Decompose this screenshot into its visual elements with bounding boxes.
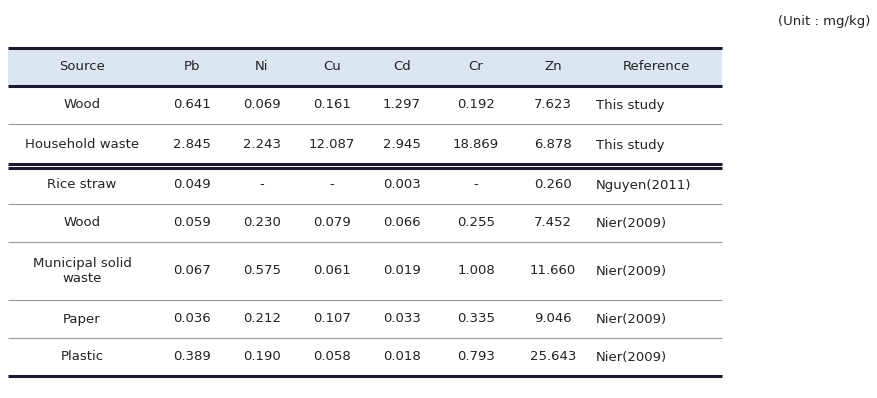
Text: -: - (329, 178, 334, 191)
Text: 18.869: 18.869 (453, 139, 498, 152)
Text: 2.845: 2.845 (173, 139, 210, 152)
Text: 0.260: 0.260 (533, 178, 571, 191)
Text: 0.641: 0.641 (173, 98, 210, 111)
Text: Cu: Cu (323, 60, 340, 74)
Text: 0.058: 0.058 (313, 351, 351, 363)
Text: Nier(2009): Nier(2009) (595, 312, 667, 326)
Text: Rice straw: Rice straw (47, 178, 117, 191)
Text: 0.192: 0.192 (457, 98, 495, 111)
Text: 25.643: 25.643 (529, 351, 575, 363)
Text: 11.660: 11.660 (530, 265, 575, 277)
Text: 0.212: 0.212 (243, 312, 281, 326)
Text: 0.059: 0.059 (173, 217, 210, 230)
Text: Municipal solid
waste: Municipal solid waste (32, 257, 132, 285)
Text: Plastic: Plastic (61, 351, 103, 363)
Text: 0.793: 0.793 (457, 351, 495, 363)
Text: (Unit : mg/kg): (Unit : mg/kg) (777, 16, 869, 29)
Text: Wood: Wood (63, 98, 101, 111)
Text: Cd: Cd (393, 60, 410, 74)
Text: This study: This study (595, 139, 664, 152)
Text: 7.623: 7.623 (533, 98, 571, 111)
Text: 12.087: 12.087 (309, 139, 355, 152)
Text: Nguyen(2011): Nguyen(2011) (595, 178, 691, 191)
Text: 0.018: 0.018 (382, 351, 420, 363)
Text: Ni: Ni (255, 60, 268, 74)
Text: 0.003: 0.003 (382, 178, 420, 191)
Text: -: - (260, 178, 264, 191)
Text: Reference: Reference (622, 60, 689, 74)
Text: 1.297: 1.297 (382, 98, 420, 111)
Text: Pb: Pb (183, 60, 200, 74)
Text: Paper: Paper (63, 312, 101, 326)
Text: 0.069: 0.069 (243, 98, 281, 111)
Text: 0.049: 0.049 (173, 178, 210, 191)
Text: 0.230: 0.230 (243, 217, 281, 230)
Text: 1.008: 1.008 (457, 265, 495, 277)
Bar (8, 48, 721, 86)
Text: Wood: Wood (63, 217, 101, 230)
Text: Cr: Cr (468, 60, 483, 74)
Text: 0.107: 0.107 (313, 312, 351, 326)
Text: Household waste: Household waste (25, 139, 139, 152)
Text: 0.066: 0.066 (382, 217, 420, 230)
Text: 0.190: 0.190 (243, 351, 281, 363)
Text: This study: This study (595, 98, 664, 111)
Text: 0.255: 0.255 (457, 217, 495, 230)
Text: Nier(2009): Nier(2009) (595, 265, 667, 277)
Text: 0.033: 0.033 (382, 312, 420, 326)
Text: 0.061: 0.061 (313, 265, 351, 277)
Text: 0.019: 0.019 (382, 265, 420, 277)
Text: -: - (473, 178, 478, 191)
Text: 2.243: 2.243 (243, 139, 281, 152)
Text: Nier(2009): Nier(2009) (595, 351, 667, 363)
Text: 0.079: 0.079 (313, 217, 351, 230)
Text: 0.161: 0.161 (313, 98, 351, 111)
Text: 0.335: 0.335 (457, 312, 495, 326)
Text: 7.452: 7.452 (533, 217, 571, 230)
Text: 0.067: 0.067 (173, 265, 210, 277)
Text: 0.575: 0.575 (243, 265, 281, 277)
Text: Zn: Zn (544, 60, 561, 74)
Text: 9.046: 9.046 (533, 312, 571, 326)
Text: Source: Source (59, 60, 105, 74)
Text: 6.878: 6.878 (533, 139, 571, 152)
Text: 2.945: 2.945 (382, 139, 420, 152)
Text: 0.389: 0.389 (173, 351, 210, 363)
Text: 0.036: 0.036 (173, 312, 210, 326)
Text: Nier(2009): Nier(2009) (595, 217, 667, 230)
